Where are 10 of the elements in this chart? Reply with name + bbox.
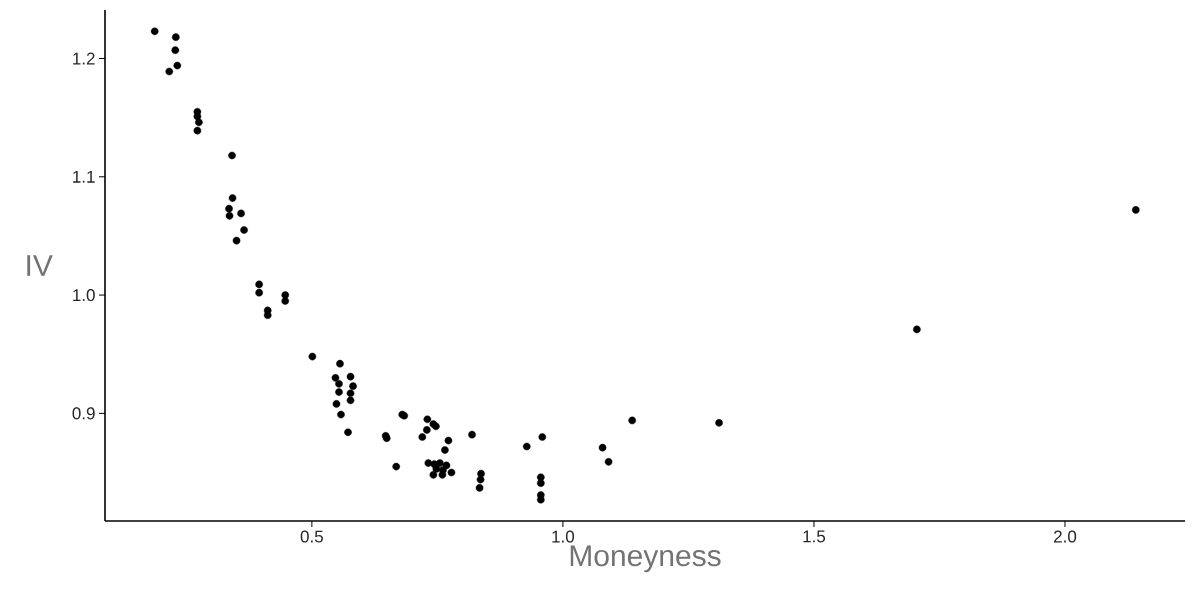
x-axis-title: Moneyness — [570, 545, 721, 573]
x-tick-label: 1.5 — [803, 530, 826, 543]
y-tick-label: 0.9 — [72, 407, 95, 420]
y-tick-label: 1.0 — [73, 289, 95, 302]
x-tick-label: 0.5 — [300, 530, 323, 543]
x-tick-label: 1.0 — [552, 530, 575, 543]
y-tick-label: 1.2 — [73, 52, 95, 65]
x-tick-label: 2.0 — [1054, 530, 1077, 543]
y-tick-label: 1.1 — [73, 170, 95, 183]
y-axis-title: IV — [27, 255, 53, 276]
